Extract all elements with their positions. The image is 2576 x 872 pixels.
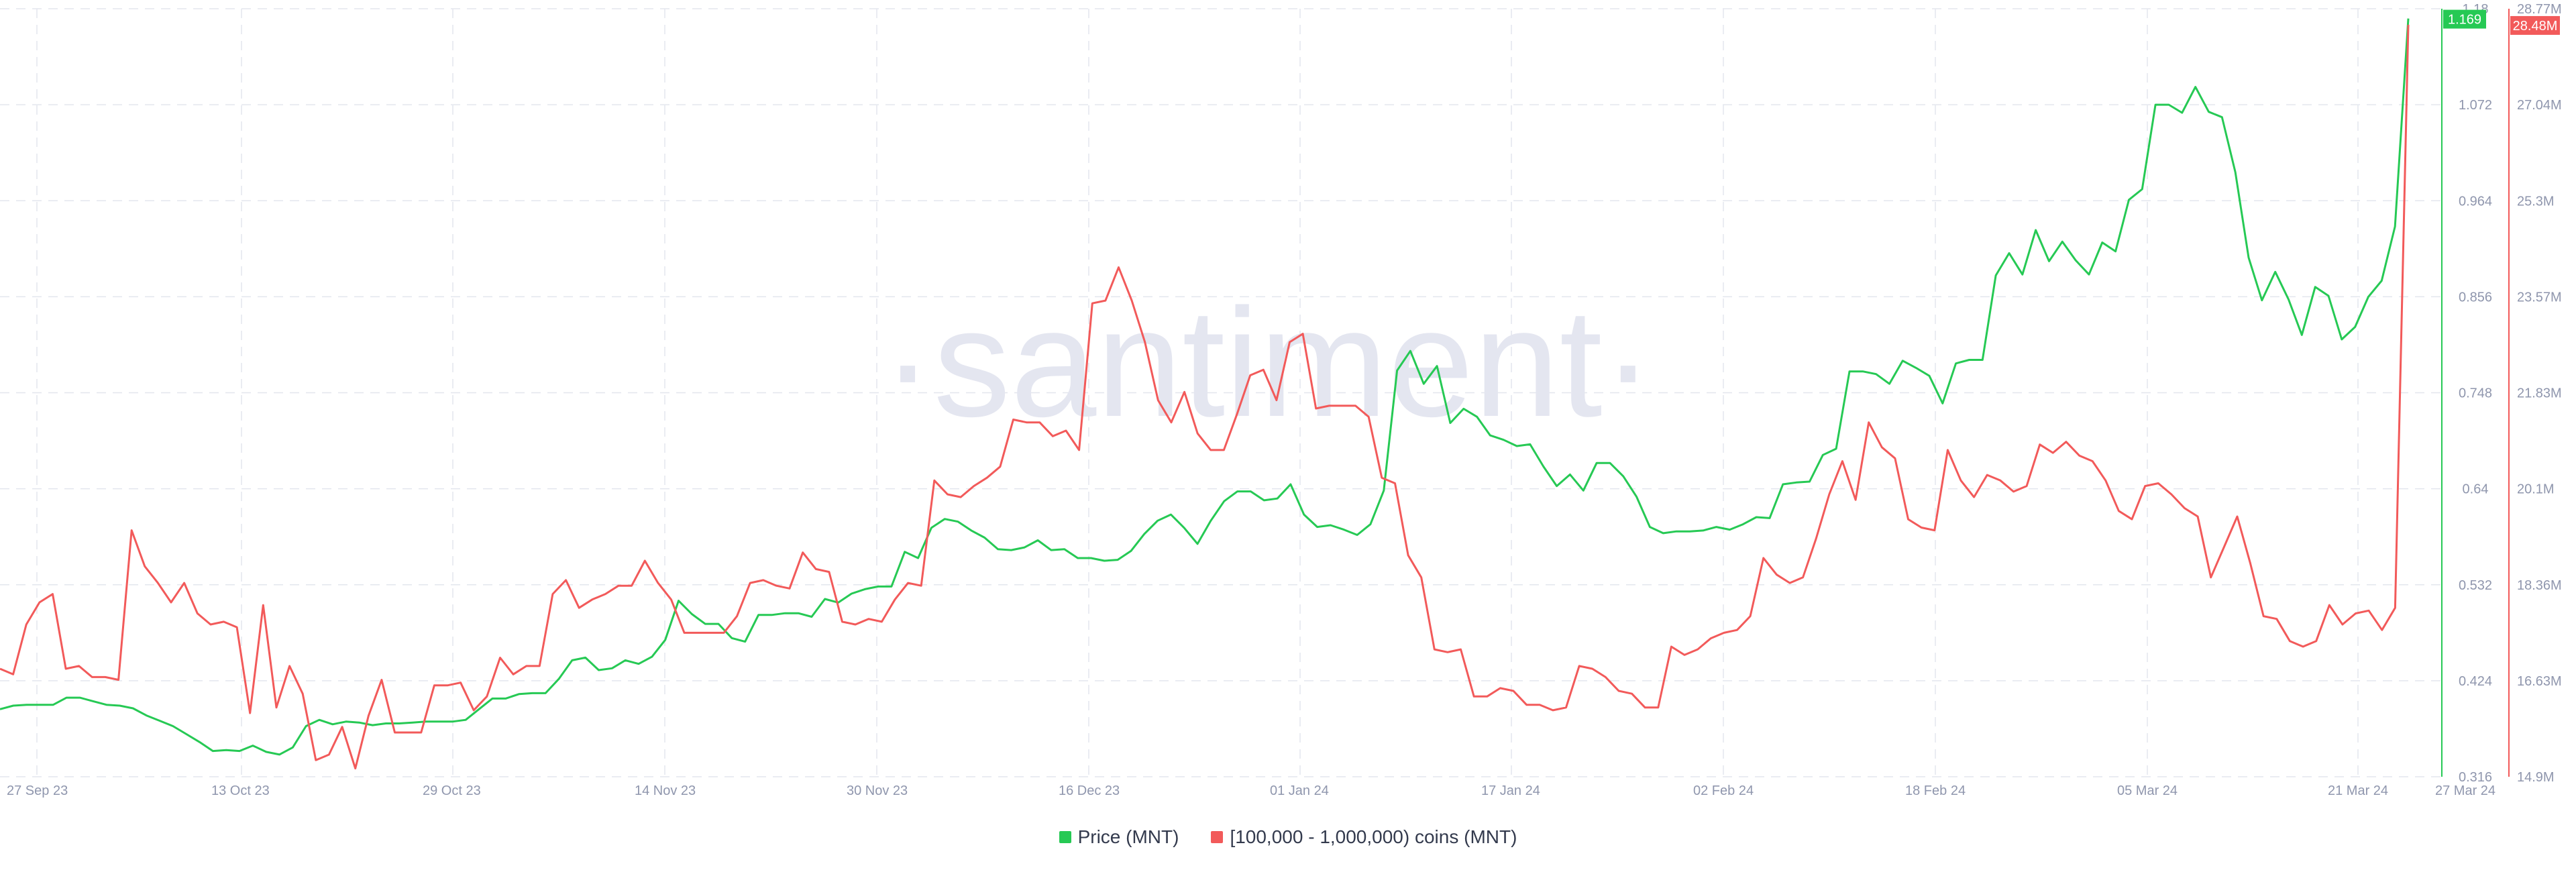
right-axis-ticks: 14.9M 16.63M 18.36M 20.1M 21.83M 23.57M 25.3M 2… (2517, 2, 2562, 785)
holders-badge-value: 28.48M (2513, 19, 2558, 34)
legend-label-price: Price (MNT) (1077, 826, 1179, 847)
series-lines (0, 18, 2410, 770)
legend: Price (MNT) [100,000 - 1,000,000) coins … (0, 826, 2576, 848)
right-tick-label: 27.04M (2517, 98, 2562, 113)
price-swatch (1059, 831, 1071, 843)
right-tick-label: 16.63M (2517, 674, 2562, 689)
right-tick-label: 25.3M (2517, 194, 2555, 209)
left-tick-label: 0.316 (2459, 770, 2492, 785)
right-tick-label: 14.9M (2517, 770, 2555, 785)
holders-swatch (1211, 831, 1224, 843)
grid (0, 8, 2442, 777)
axes (2441, 9, 2510, 777)
x-tick-label: 27 Sep 23 (7, 783, 68, 798)
left-tick-label: 0.64 (2463, 482, 2489, 497)
last-value-badges: 1.169 28.48M (2443, 9, 2560, 35)
left-tick-label: 0.964 (2459, 194, 2492, 209)
right-tick-label: 28.77M (2517, 2, 2562, 17)
right-tick-label: 23.57M (2517, 290, 2562, 305)
x-tick-label: 30 Nov 23 (847, 783, 908, 798)
x-tick-label: 01 Jan 24 (1270, 783, 1329, 798)
left-tick-label: 0.532 (2459, 578, 2492, 593)
right-tick-label: 20.1M (2517, 482, 2555, 497)
x-tick-label: 27 Mar 24 (2435, 783, 2496, 798)
price-badge-value: 1.169 (2448, 13, 2481, 28)
x-tick-label: 14 Nov 23 (635, 783, 696, 798)
left-tick-label: 0.748 (2459, 386, 2492, 401)
holders-badge (2510, 15, 2560, 35)
right-tick-label: 21.83M (2517, 386, 2562, 401)
x-tick-label: 17 Jan 24 (1481, 783, 1540, 798)
right-tick-label: 18.36M (2517, 578, 2562, 593)
x-tick-label: 29 Oct 23 (423, 783, 481, 798)
left-axis-ticks: 0.3160.4240.5320.640.7480.8560.9641.0721… (2459, 2, 2492, 785)
x-tick-label: 13 Oct 23 (211, 783, 270, 798)
price-line (0, 18, 2410, 756)
legend-label-holders: [100,000 - 1,000,000) coins (MNT) (1230, 826, 1517, 847)
x-tick-label: 05 Mar 24 (2117, 783, 2178, 798)
x-tick-label: 02 Feb 24 (1693, 783, 1754, 798)
legend-item-holders[interactable]: [100,000 - 1,000,000) coins (MNT) (1211, 826, 1517, 848)
left-tick-label: 1.072 (2459, 98, 2492, 113)
left-tick-label: 0.424 (2459, 674, 2492, 689)
left-tick-label: 0.856 (2459, 290, 2492, 305)
watermark: ·santiment· (882, 276, 1654, 449)
x-axis-ticks: 27 Sep 23 13 Oct 23 29 Oct 23 14 Nov 23 30 N… (7, 783, 2496, 798)
legend-item-price[interactable]: Price (MNT) (1059, 826, 1179, 848)
holders-line (0, 24, 2410, 770)
x-tick-label: 18 Feb 24 (1905, 783, 1966, 798)
x-tick-label: 21 Mar 24 (2328, 783, 2388, 798)
price-badge (2443, 9, 2486, 29)
x-tick-label: 16 Dec 23 (1059, 783, 1120, 798)
